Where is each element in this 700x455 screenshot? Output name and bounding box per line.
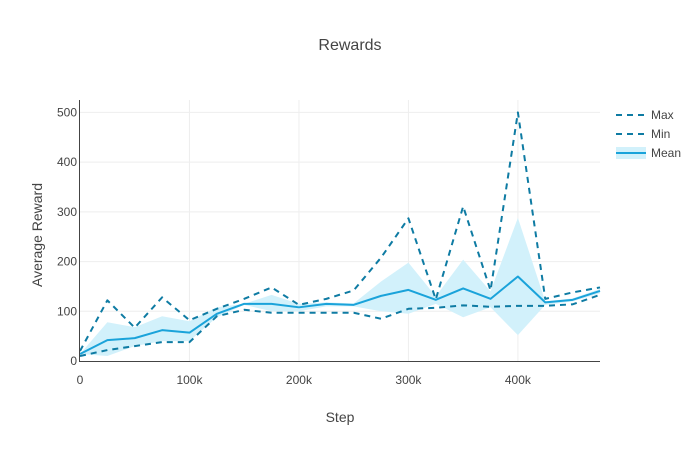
y-tick-label: 300 xyxy=(57,205,77,219)
y-axis-label: Average Reward xyxy=(29,183,45,287)
y-tick-label: 400 xyxy=(57,155,77,169)
x-tick-label: 0 xyxy=(77,373,84,387)
legend-item-mean[interactable]: Mean xyxy=(616,146,681,160)
legend-label-min: Min xyxy=(651,127,670,141)
y-tick-label: 0 xyxy=(70,354,77,368)
x-tick-label: 400k xyxy=(505,373,532,387)
x-axis-label: Step xyxy=(326,409,355,425)
axes xyxy=(79,100,600,362)
x-tick-labels: 0 100k 200k 300k 400k xyxy=(77,373,532,387)
x-tick-label: 300k xyxy=(395,373,422,387)
legend-label-mean: Mean xyxy=(651,146,681,160)
x-tick-label: 200k xyxy=(286,373,313,387)
legend: Max Min Mean xyxy=(616,108,681,160)
mean-band-area xyxy=(80,217,600,357)
series-lines xyxy=(79,111,601,358)
legend-label-max: Max xyxy=(651,108,674,122)
series-line-mean[interactable] xyxy=(79,275,601,355)
series-line-max[interactable] xyxy=(79,111,601,352)
y-tick-label: 100 xyxy=(57,304,77,318)
y-tick-labels: 0 100 200 300 400 500 xyxy=(57,105,77,368)
y-tick-label: 500 xyxy=(57,105,77,119)
chart-title: Rewards xyxy=(318,37,381,54)
legend-item-min[interactable]: Min xyxy=(616,127,670,141)
x-tick-label: 100k xyxy=(176,373,203,387)
mean-confidence-band xyxy=(80,217,600,357)
legend-item-max[interactable]: Max xyxy=(616,108,674,122)
y-tick-label: 200 xyxy=(57,255,77,269)
